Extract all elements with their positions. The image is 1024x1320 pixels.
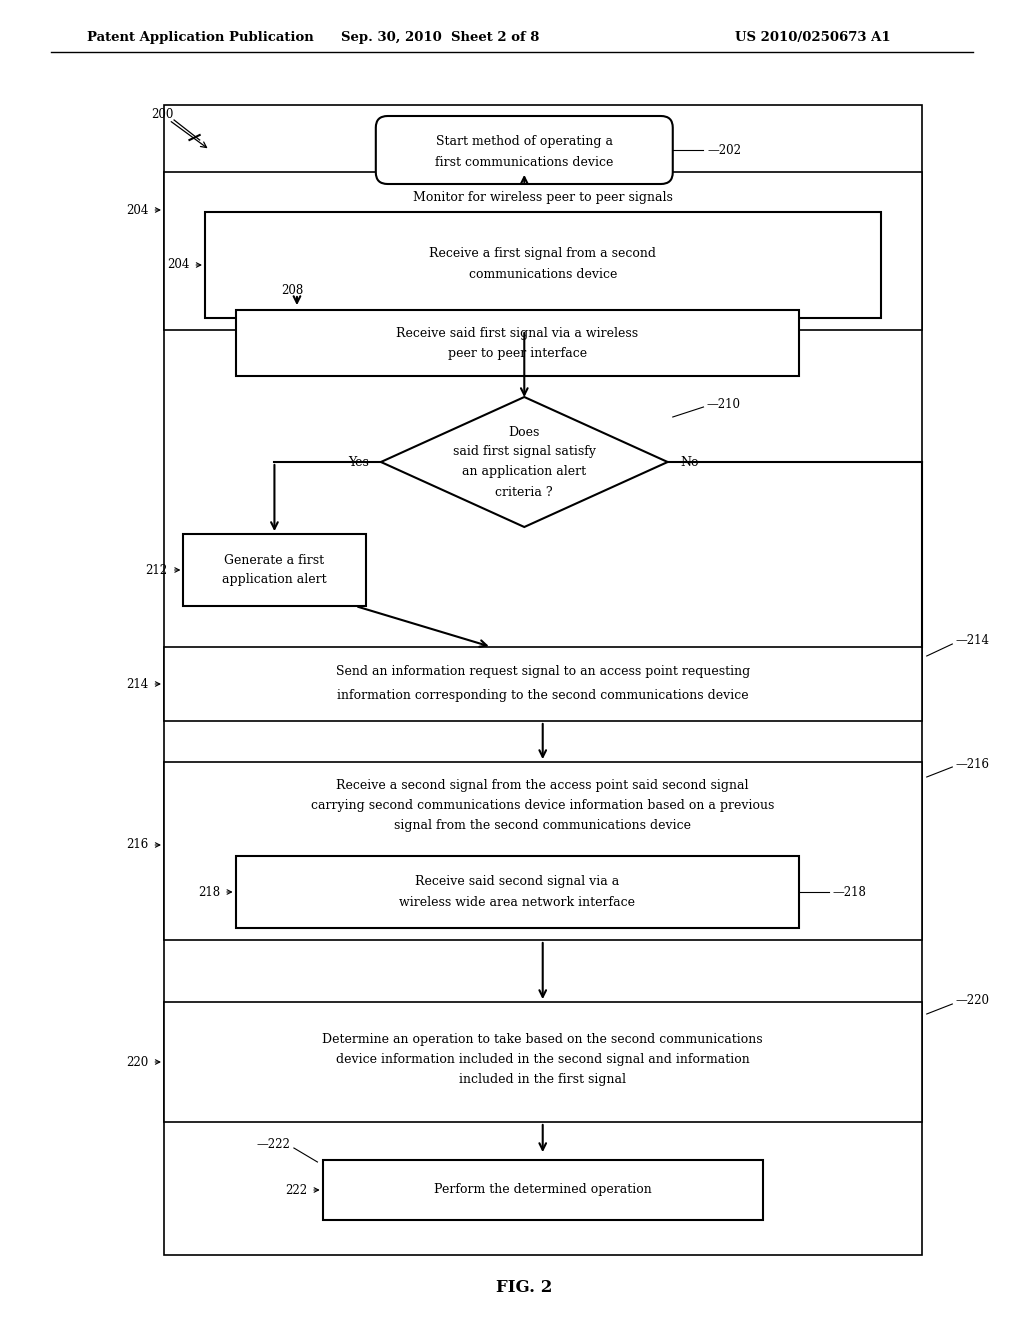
Bar bbox=[164, 1002, 922, 1122]
Text: Determine an operation to take based on the second communications: Determine an operation to take based on … bbox=[323, 1034, 763, 1047]
Bar bbox=[236, 310, 799, 376]
Text: —216: —216 bbox=[955, 758, 989, 771]
Text: Sep. 30, 2010  Sheet 2 of 8: Sep. 30, 2010 Sheet 2 of 8 bbox=[341, 32, 540, 45]
Text: Perform the determined operation: Perform the determined operation bbox=[434, 1184, 651, 1196]
FancyBboxPatch shape bbox=[376, 116, 673, 183]
Text: —218: —218 bbox=[833, 886, 866, 899]
Text: criteria ?: criteria ? bbox=[496, 486, 553, 499]
Bar bbox=[164, 762, 922, 940]
Text: included in the first signal: included in the first signal bbox=[459, 1073, 627, 1086]
Text: 222: 222 bbox=[285, 1184, 307, 1196]
Bar bbox=[183, 535, 366, 606]
Text: Patent Application Publication: Patent Application Publication bbox=[87, 32, 313, 45]
Text: —210: —210 bbox=[707, 397, 740, 411]
Text: carrying second communications device information based on a previous: carrying second communications device in… bbox=[311, 799, 774, 812]
Text: Monitor for wireless peer to peer signals: Monitor for wireless peer to peer signal… bbox=[413, 191, 673, 205]
Text: 204: 204 bbox=[126, 203, 148, 216]
Text: Yes: Yes bbox=[348, 455, 369, 469]
Text: 220: 220 bbox=[126, 1056, 148, 1068]
Text: peer to peer interface: peer to peer interface bbox=[447, 346, 587, 359]
Text: Receive a first signal from a second: Receive a first signal from a second bbox=[429, 247, 656, 260]
Text: communications device: communications device bbox=[469, 268, 616, 281]
Bar bbox=[164, 172, 922, 330]
Text: FIG. 2: FIG. 2 bbox=[496, 1279, 553, 1296]
Text: 216: 216 bbox=[126, 838, 148, 851]
Text: 214: 214 bbox=[126, 677, 148, 690]
Bar bbox=[164, 647, 922, 721]
Text: 218: 218 bbox=[198, 886, 220, 899]
Text: an application alert: an application alert bbox=[462, 466, 587, 479]
Text: first communications device: first communications device bbox=[435, 156, 613, 169]
Bar bbox=[323, 1160, 763, 1220]
Text: 208: 208 bbox=[282, 284, 304, 297]
Polygon shape bbox=[381, 397, 668, 527]
Text: said first signal satisfy: said first signal satisfy bbox=[453, 446, 596, 458]
Text: Send an information request signal to an access point requesting: Send an information request signal to an… bbox=[336, 665, 750, 678]
Text: —222: —222 bbox=[257, 1138, 291, 1151]
Text: device information included in the second signal and information: device information included in the secon… bbox=[336, 1053, 750, 1067]
Text: application alert: application alert bbox=[222, 573, 327, 586]
Text: Generate a first: Generate a first bbox=[224, 553, 325, 566]
Text: 212: 212 bbox=[145, 564, 168, 577]
Text: No: No bbox=[680, 455, 698, 469]
Text: 204: 204 bbox=[167, 259, 189, 272]
Bar bbox=[205, 213, 881, 318]
Bar bbox=[164, 106, 922, 1255]
Bar bbox=[236, 855, 799, 928]
Text: —202: —202 bbox=[708, 144, 741, 157]
Text: —214: —214 bbox=[955, 635, 989, 648]
Text: Does: Does bbox=[509, 425, 540, 438]
Text: Start method of operating a: Start method of operating a bbox=[436, 136, 612, 149]
Text: —220: —220 bbox=[955, 994, 989, 1007]
Text: information corresponding to the second communications device: information corresponding to the second … bbox=[337, 689, 749, 702]
Text: 200: 200 bbox=[152, 108, 174, 121]
Text: Receive a second signal from the access point said second signal: Receive a second signal from the access … bbox=[337, 779, 749, 792]
Text: US 2010/0250673 A1: US 2010/0250673 A1 bbox=[735, 32, 891, 45]
Text: wireless wide area network interface: wireless wide area network interface bbox=[399, 895, 635, 908]
Text: Receive said second signal via a: Receive said second signal via a bbox=[415, 875, 620, 888]
Text: signal from the second communications device: signal from the second communications de… bbox=[394, 818, 691, 832]
Text: Receive said first signal via a wireless: Receive said first signal via a wireless bbox=[396, 326, 638, 339]
